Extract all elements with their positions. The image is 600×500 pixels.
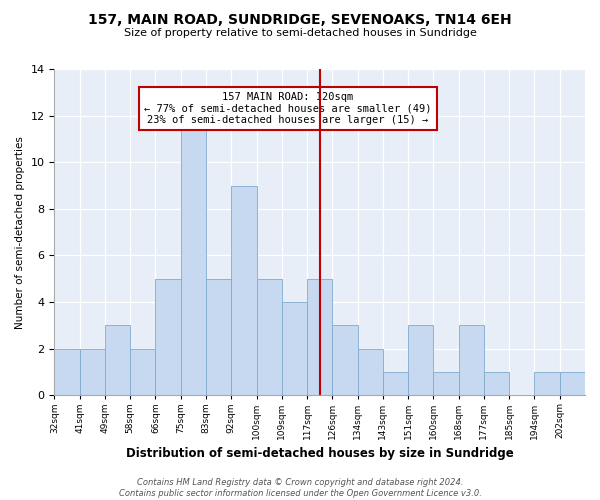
Bar <box>155 279 181 396</box>
Bar <box>231 186 257 396</box>
Bar <box>433 372 458 396</box>
Text: 157, MAIN ROAD, SUNDRIDGE, SEVENOAKS, TN14 6EH: 157, MAIN ROAD, SUNDRIDGE, SEVENOAKS, TN… <box>88 12 512 26</box>
Bar <box>206 279 231 396</box>
Bar <box>181 116 206 396</box>
Bar <box>560 372 585 396</box>
X-axis label: Distribution of semi-detached houses by size in Sundridge: Distribution of semi-detached houses by … <box>126 447 514 460</box>
Bar <box>130 348 155 396</box>
Bar <box>307 279 332 396</box>
Bar <box>484 372 509 396</box>
Bar <box>332 326 358 396</box>
Text: 157 MAIN ROAD: 120sqm
← 77% of semi-detached houses are smaller (49)
23% of semi: 157 MAIN ROAD: 120sqm ← 77% of semi-deta… <box>144 92 431 125</box>
Bar <box>257 279 282 396</box>
Text: Contains HM Land Registry data © Crown copyright and database right 2024.
Contai: Contains HM Land Registry data © Crown c… <box>119 478 481 498</box>
Bar <box>408 326 433 396</box>
Bar <box>282 302 307 396</box>
Y-axis label: Number of semi-detached properties: Number of semi-detached properties <box>15 136 25 328</box>
Bar <box>105 326 130 396</box>
Bar <box>55 348 80 396</box>
Bar <box>80 348 105 396</box>
Bar <box>458 326 484 396</box>
Bar <box>358 348 383 396</box>
Text: Size of property relative to semi-detached houses in Sundridge: Size of property relative to semi-detach… <box>124 28 476 38</box>
Bar <box>535 372 560 396</box>
Bar <box>383 372 408 396</box>
